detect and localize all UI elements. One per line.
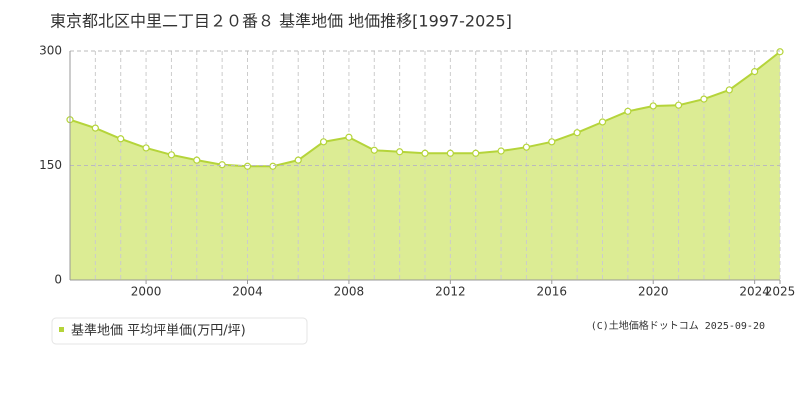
x-tick-label: 2024	[739, 285, 770, 299]
point	[548, 138, 556, 146]
point	[624, 107, 632, 115]
point	[421, 149, 429, 157]
point	[751, 68, 759, 76]
legend-swatch	[59, 327, 64, 332]
point	[522, 143, 531, 151]
point	[345, 133, 353, 141]
x-tick-label: 2012	[435, 285, 466, 299]
x-tick-label: 2008	[334, 285, 365, 299]
point	[193, 156, 201, 164]
x-tick-label: 2000	[131, 285, 162, 299]
footer: (C)土地価格ドットコム 2025-09-20	[591, 319, 765, 332]
point	[142, 144, 150, 152]
legend-box	[51, 317, 308, 345]
chart-title: 東京都北区中里二丁目２０番８ 基準地価 地価推移[1997-2025]	[50, 12, 512, 31]
point	[497, 147, 505, 155]
point	[294, 156, 302, 164]
point	[725, 86, 733, 94]
point	[218, 161, 226, 169]
point	[117, 135, 125, 143]
point	[776, 48, 784, 56]
point	[472, 149, 480, 157]
point	[573, 129, 581, 137]
point	[598, 118, 607, 126]
point	[319, 138, 328, 146]
x-tick-label: 2020	[638, 285, 669, 299]
point	[91, 124, 99, 132]
point	[370, 146, 378, 154]
point	[446, 149, 454, 157]
x-tick-label: 2016	[537, 285, 568, 299]
legend-label: 基準地価 平均坪単価(万円/坪)	[71, 323, 246, 339]
x-tick-label: 2025	[765, 285, 796, 299]
point	[167, 151, 176, 159]
y-tick-label: 150	[39, 158, 62, 172]
y-tick-label: 0	[54, 273, 62, 287]
x-tick-label: 2004	[232, 285, 263, 299]
point	[396, 148, 404, 156]
point	[674, 101, 683, 109]
y-tick-label: 300	[39, 44, 62, 58]
point	[700, 95, 708, 103]
point	[269, 162, 277, 170]
point	[649, 102, 657, 110]
point	[243, 162, 252, 170]
